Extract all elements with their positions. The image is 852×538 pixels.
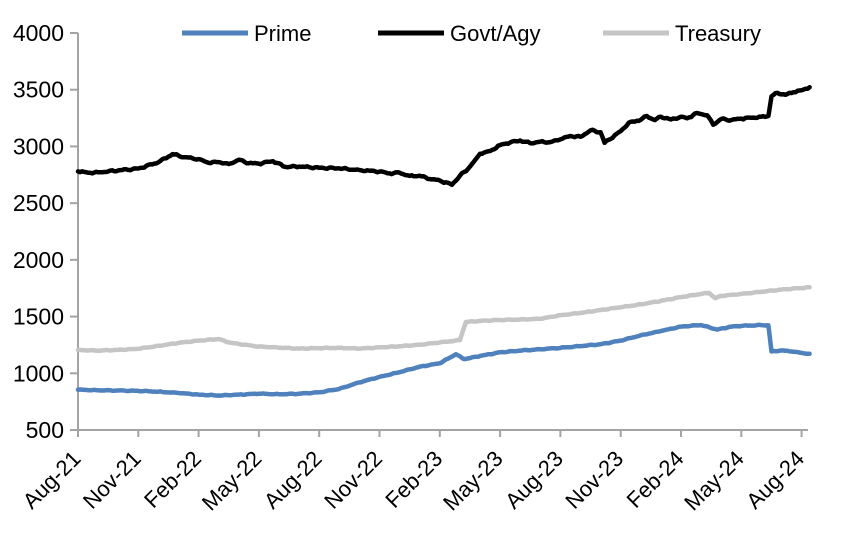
x-axis-tick-label: Aug-24 [741,446,809,514]
y-axis-tick-label: 4000 [13,20,64,46]
y-axis-tick-label: 1000 [13,360,64,386]
x-axis-tick-label: Nov-21 [78,446,146,514]
x-axis-tick-label: Aug-22 [259,446,327,514]
x-axis-tick-label: Feb-23 [380,446,447,513]
series-line-prime [75,322,812,398]
x-axis-tick-label: May-23 [438,446,508,516]
x-axis-tick-label: Aug-21 [18,446,86,514]
y-axis-tick-label: 2500 [13,190,64,216]
legend-label: Govt/Agy [450,21,540,46]
legend-label: Prime [254,21,311,46]
legend-label: Treasury [675,21,761,46]
x-axis-tick-label: Aug-23 [500,446,568,514]
y-axis-tick-label: 3000 [13,133,64,159]
x-axis-tick-label: Nov-22 [319,446,387,514]
y-axis-tick-label: 2000 [13,247,64,273]
x-axis-tick-label: May-22 [197,446,267,516]
series-line-treasury [75,284,812,354]
x-axis-tick-label: Nov-23 [560,446,628,514]
x-axis-tick-label: May-24 [679,446,749,516]
x-axis-tick-label: Feb-24 [622,446,689,513]
series-line-govt-agy [75,84,812,188]
x-axis-tick-label: Feb-22 [139,446,206,513]
y-axis-tick-label: 1500 [13,304,64,330]
y-axis-tick-label: 3500 [13,77,64,103]
y-axis-tick-label: 500 [26,417,64,443]
